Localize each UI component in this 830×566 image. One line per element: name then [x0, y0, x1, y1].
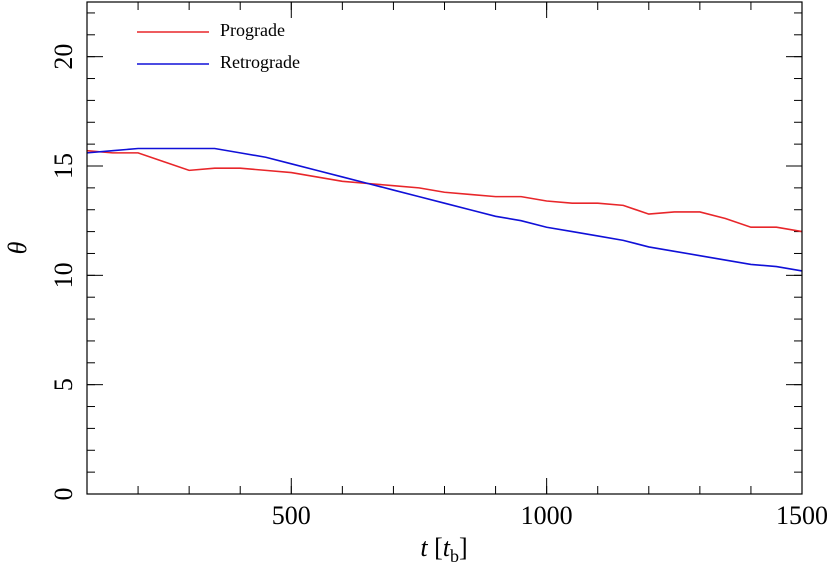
- y-tick-label: 15: [49, 153, 78, 179]
- x-label-part: ]: [459, 533, 468, 562]
- x-label-part: t: [443, 533, 451, 562]
- y-tick-label: 5: [49, 378, 78, 391]
- x-label-part: [: [428, 533, 443, 562]
- data-line: [86, 149, 803, 233]
- y-axis-label: θ: [3, 241, 32, 254]
- legend-label: Prograde: [220, 20, 285, 40]
- x-label-sub: b: [450, 546, 459, 566]
- x-label-part: t: [420, 533, 428, 562]
- x-tick-label: 500: [272, 501, 311, 530]
- data-line: [86, 147, 803, 272]
- x-tick-label: 1500: [776, 501, 828, 530]
- x-tick-label: 1000: [521, 501, 573, 530]
- y-tick-label: 0: [49, 488, 78, 501]
- legend-label: Retrograde: [220, 52, 300, 72]
- y-tick-label: 10: [49, 262, 78, 288]
- x-axis-label: t [tb]: [420, 533, 467, 566]
- plot-frame: [86, 1, 803, 495]
- y-tick-label: 20: [49, 44, 78, 70]
